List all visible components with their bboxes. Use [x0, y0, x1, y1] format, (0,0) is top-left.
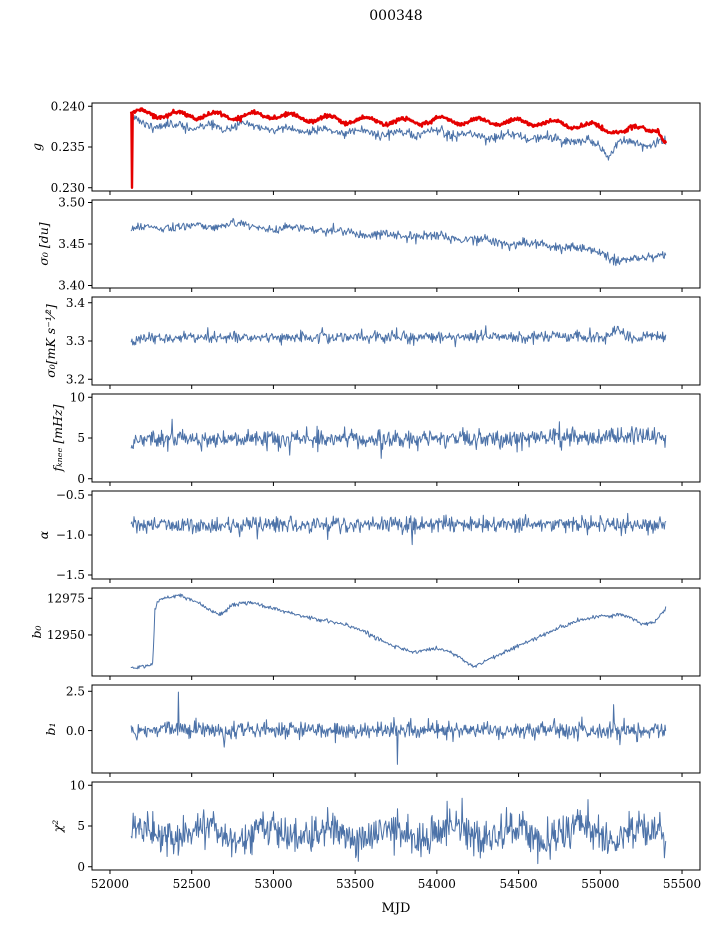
y-axis-label-f_knee: fₖₙₑₑ [mHz]: [50, 404, 65, 472]
y-tick-label: 12975: [47, 591, 85, 605]
y-tick-label: 5: [77, 819, 85, 833]
y-tick-label: −1.5: [56, 568, 85, 582]
y-tick-label: 3.2: [66, 372, 85, 386]
panel-b1-frame: [91, 684, 701, 774]
panel-chi2-series: [130, 797, 667, 865]
y-tick-label: 0: [77, 472, 85, 486]
panel-b0-frame: [91, 587, 701, 677]
y-tick-label: 3.50: [58, 196, 85, 210]
panel-sigma0_mk-series: [130, 325, 667, 348]
panel-sigma0_du-frame: [91, 199, 701, 289]
panel-sigma0_du-series: [130, 217, 667, 267]
y-tick-label: 12950: [47, 628, 85, 642]
y-tick-label: −1.0: [56, 528, 85, 542]
y-axis-label-b0: b₀: [29, 625, 44, 638]
y-axis-label-b1: b₁: [43, 722, 58, 735]
x-tick-label: 55500: [663, 877, 701, 891]
series-alpha: [130, 512, 667, 546]
panel-f_knee-series: [130, 418, 667, 459]
x-tick-label: 53000: [254, 877, 292, 891]
series-b0: [130, 593, 667, 670]
series-chi2: [130, 797, 667, 865]
y-tick-label: 3.40: [58, 279, 85, 293]
series-b1: [130, 691, 667, 765]
series-sigma0-mk: [130, 325, 667, 348]
x-tick-label: 54000: [418, 877, 456, 891]
panel-b1-series: [130, 691, 667, 765]
series-sigma0-du: [130, 217, 667, 267]
y-tick-label: 0.0: [66, 724, 85, 738]
y-tick-label: 3.3: [66, 334, 85, 348]
series-g-red-startspike: [130, 111, 134, 189]
x-tick-label: 54500: [499, 877, 537, 891]
series-g-red: [130, 107, 667, 145]
x-tick-label: 52000: [91, 877, 129, 891]
y-tick-label: 3.4: [66, 296, 85, 310]
panel-b0-series: [130, 593, 667, 670]
y-axis-label-alpha: α: [36, 530, 51, 539]
panel-g-frame: [91, 102, 701, 192]
series-g-blue: [130, 115, 667, 161]
panel-sigma0_mk-frame: [91, 296, 701, 386]
panel-alpha-series: [130, 512, 667, 546]
x-tick-label: 55000: [581, 877, 619, 891]
figure-title: 000348: [369, 8, 423, 24]
y-tick-label: 5: [77, 431, 85, 445]
y-tick-label: 2.5: [66, 684, 85, 698]
y-tick-label: 3.45: [58, 237, 85, 251]
y-tick-label: −0.5: [56, 488, 85, 502]
series-f-knee: [130, 418, 667, 459]
y-tick-label: 10: [70, 778, 85, 792]
y-axis-label-sigma0_mk: σ₀[mK s⁻¹⁄²]: [43, 304, 58, 378]
y-tick-label: 10: [70, 390, 85, 404]
y-axis-label-chi2: χ²: [50, 820, 65, 834]
panel-g-series: [130, 107, 667, 189]
y-tick-label: 0.235: [51, 140, 85, 154]
x-tick-label: 52500: [173, 877, 211, 891]
y-tick-label: 0: [77, 860, 85, 874]
panel-alpha-frame: [91, 490, 701, 580]
x-tick-label: 53500: [336, 877, 374, 891]
y-tick-label: 0.240: [51, 99, 85, 113]
x-axis-label: MJD: [381, 901, 411, 916]
y-tick-label: 0.230: [51, 181, 85, 195]
y-axis-label-sigma0_du: σ₀ [du]: [36, 222, 51, 265]
y-axis-label-g: g: [29, 143, 44, 151]
